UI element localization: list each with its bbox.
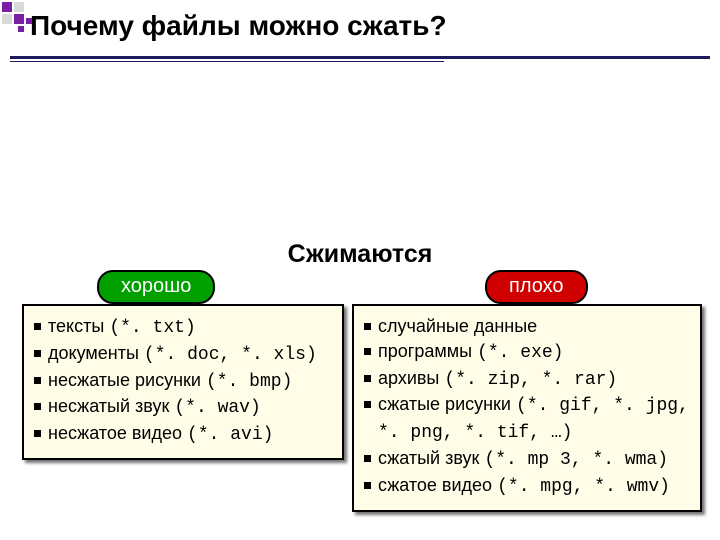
item-ext: (*. doc, *. xls) (144, 345, 317, 365)
item-text: тексты (48, 316, 104, 336)
bad-compress-box: случайные данныепрограммы (*. exe)архивы… (352, 304, 702, 512)
list-item: несжатое видео (*. avi) (34, 421, 332, 448)
item-ext: (*. mpg, *. wmv) (497, 477, 670, 497)
item-text: документы (48, 343, 139, 363)
list-item: документы (*. doc, *. xls) (34, 341, 332, 368)
list-item: сжатое видео (*. mpg, *. wmv) (364, 473, 690, 500)
good-compress-list: тексты (*. txt)документы (*. doc, *. xls… (34, 314, 332, 448)
list-item: архивы (*. zip, *. rar) (364, 366, 690, 393)
item-text: случайные данные (378, 316, 537, 336)
item-text: несжатое видео (48, 423, 182, 443)
item-ext: (*. txt) (109, 318, 195, 338)
bad-compress-list: случайные данныепрограммы (*. exe)архивы… (364, 314, 690, 500)
list-item: несжатые рисунки (*. bmp) (34, 368, 332, 395)
item-text: сжатые рисунки (378, 394, 511, 414)
list-item: тексты (*. txt) (34, 314, 332, 341)
slide-title: Почему файлы можно сжать? (0, 0, 720, 46)
list-item: программы (*. exe) (364, 339, 690, 366)
item-text: сжатый звук (378, 448, 479, 468)
good-compress-box: тексты (*. txt)документы (*. doc, *. xls… (22, 304, 344, 460)
list-item: случайные данные (364, 314, 690, 339)
item-ext: (*. mp 3, *. wma) (484, 450, 668, 470)
corner-ornament-icon (2, 2, 36, 36)
list-item: несжатый звук (*. wav) (34, 394, 332, 421)
item-ext: (*. avi) (187, 425, 273, 445)
label-good: хорошо (97, 270, 215, 304)
label-bad: плохо (485, 270, 588, 304)
title-underline (10, 56, 710, 62)
item-text: несжатый звук (48, 396, 169, 416)
item-text: несжатые рисунки (48, 370, 201, 390)
list-item: сжатый звук (*. mp 3, *. wma) (364, 446, 690, 473)
item-ext: (*. exe) (477, 343, 563, 363)
item-text: архивы (378, 368, 439, 388)
item-ext: (*. wav) (174, 398, 260, 418)
item-text: сжатое видео (378, 475, 492, 495)
slide: Почему файлы можно сжать? Сжимаются хоро… (0, 0, 720, 540)
item-text: программы (378, 341, 472, 361)
item-ext: (*. bmp) (206, 372, 292, 392)
item-ext: (*. zip, *. rar) (444, 370, 617, 390)
subheader: Сжимаются (0, 240, 720, 269)
list-item: сжатые рисунки (*. gif, *. jpg, *. png, … (364, 392, 690, 446)
